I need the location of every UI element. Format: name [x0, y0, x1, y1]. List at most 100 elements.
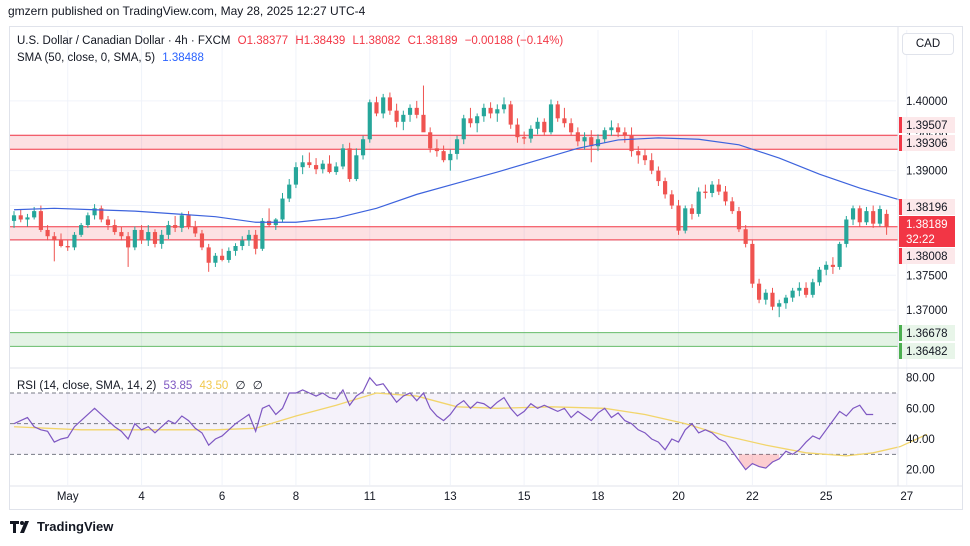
candle	[293, 162, 299, 189]
candle	[434, 139, 439, 157]
candle	[441, 145, 446, 163]
candle	[743, 225, 748, 248]
currency-button[interactable]: CAD	[902, 33, 954, 55]
candle-body	[663, 181, 668, 195]
ohlc-open: O1.38377	[237, 35, 289, 47]
candle	[703, 184, 708, 199]
candle	[340, 144, 346, 170]
candle-body	[763, 292, 768, 300]
candle-body	[387, 97, 392, 111]
candle-body	[280, 198, 285, 220]
price-label-bg	[899, 248, 955, 264]
time-tick-label: 13	[444, 491, 457, 503]
rsi-line	[13, 376, 874, 471]
candle-body	[535, 121, 540, 129]
price-label-tab	[899, 135, 902, 151]
candle-body	[481, 107, 486, 117]
candle	[475, 113, 480, 133]
candle	[844, 216, 849, 248]
candle	[360, 135, 366, 160]
support-zone	[10, 332, 898, 347]
ohlc-close: C1.38189	[407, 35, 458, 47]
price-label-text: 1.36678	[906, 328, 948, 340]
rsi-tick-label: 60.00	[906, 403, 935, 415]
candle-body	[253, 234, 258, 249]
candle-body	[548, 104, 554, 133]
candle-body	[797, 287, 802, 291]
candle	[99, 205, 104, 223]
candle-body	[126, 236, 131, 248]
price-label-zone: 1.38196	[899, 199, 955, 215]
candle-body	[602, 130, 607, 140]
candle	[555, 100, 560, 122]
candle-body	[475, 116, 480, 124]
rsi-layer	[10, 376, 928, 471]
candle-body	[152, 232, 158, 244]
candle	[689, 204, 695, 220]
candle	[877, 205, 882, 227]
candle-body	[159, 234, 164, 244]
rsi-extra-1: ∅	[235, 380, 246, 392]
candle	[166, 220, 171, 240]
candle	[11, 211, 17, 228]
candle	[173, 216, 178, 233]
candle	[226, 247, 231, 263]
candle-body	[58, 240, 64, 246]
candle	[696, 187, 701, 217]
price-label-text: 1.38008	[906, 251, 948, 263]
time-tick-label: 11	[364, 491, 376, 503]
candle	[817, 266, 822, 286]
candle	[723, 186, 728, 206]
candle	[710, 181, 715, 198]
candle-body	[656, 170, 661, 182]
candle	[92, 204, 97, 220]
chart-frame	[9, 26, 963, 510]
rsi-ma-value: 43.50	[199, 380, 229, 392]
price-label-text: 1.36482	[906, 346, 948, 358]
candle-body	[770, 292, 775, 307]
candle-body	[569, 123, 574, 133]
price-label-zone: 1.38008	[899, 248, 955, 264]
candle-body	[179, 215, 184, 228]
candle-body	[99, 208, 104, 220]
price-label-zone: 1.39306	[899, 135, 955, 151]
candle-body	[260, 220, 265, 249]
candle-body	[877, 209, 882, 224]
candle	[488, 102, 493, 119]
candle	[562, 107, 567, 128]
candle-body	[488, 107, 493, 114]
time-tick-label: 15	[518, 491, 531, 503]
price-label-bg	[899, 325, 955, 341]
candle-body	[710, 184, 715, 193]
candle-body	[629, 135, 634, 152]
candle	[797, 282, 802, 297]
candle-body	[11, 215, 17, 221]
time-tick-label: May	[57, 491, 79, 503]
sma-legend[interactable]: SMA (50, close, 0, SMA, 5) 1.38488	[17, 52, 208, 64]
candle-body	[220, 255, 225, 260]
candle-body	[636, 151, 641, 156]
candle-body	[830, 264, 835, 267]
candle	[334, 162, 339, 175]
rsi-legend[interactable]: RSI (14, close, SMA, 14, 2) 53.85 43.50 …	[17, 378, 267, 392]
candle-body	[146, 232, 151, 241]
candle-body	[246, 234, 252, 241]
candle	[132, 226, 137, 251]
candle	[857, 205, 862, 227]
candle	[327, 155, 332, 174]
candle-body	[575, 132, 580, 142]
candle	[669, 190, 674, 210]
candle-body	[501, 104, 507, 110]
candle-body	[622, 132, 627, 136]
time-tick-label: 4	[138, 491, 145, 503]
candle	[730, 197, 735, 214]
candle	[394, 103, 399, 128]
symbol-legend[interactable]: U.S. Dollar / Canadian Dollar · 4h · FXC…	[17, 35, 567, 47]
tradingview-logo[interactable]: TradingView	[10, 519, 113, 534]
candle	[414, 100, 419, 119]
candle	[468, 107, 473, 128]
candle-body	[696, 191, 701, 214]
candle-body	[38, 211, 43, 230]
time-tick-label: 25	[820, 491, 833, 503]
